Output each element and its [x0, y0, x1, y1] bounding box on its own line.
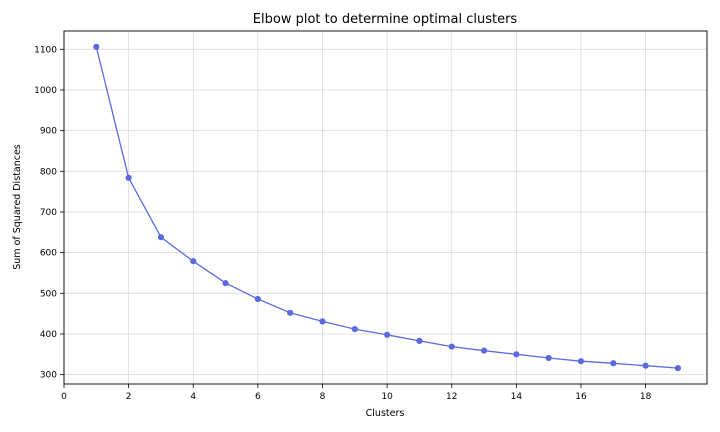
y-tick-label: 400 [40, 330, 57, 340]
data-point [577, 358, 585, 365]
plot-frame [63, 30, 708, 385]
y-axis-label: Sum of Squared Distances [12, 144, 23, 270]
data-point [545, 354, 552, 362]
data-point [384, 331, 391, 338]
data-point [287, 309, 294, 316]
data-point [222, 280, 229, 287]
x-tick-label: 8 [320, 392, 326, 402]
x-tick-label: 14 [511, 392, 523, 402]
x-axis-label: Clusters [366, 408, 405, 419]
chart-title: Elbow plot to determine optimal clusters [253, 12, 518, 27]
x-tick-label: 4 [190, 392, 196, 402]
y-tick-label: 1100 [34, 45, 57, 55]
data-point [642, 362, 649, 369]
y-tick-label: 600 [40, 249, 57, 259]
data-point [610, 360, 617, 367]
x-tick-label: 12 [446, 392, 457, 402]
data-point [190, 258, 197, 265]
x-tick-label: 0 [61, 392, 67, 402]
data-point [480, 347, 488, 354]
x-tick-label: 16 [575, 392, 587, 402]
data-point [674, 365, 682, 372]
y-tick-label: 300 [40, 371, 57, 381]
y-axis-ticks: 300 400 500 600 700 800 900 1000 1100 [34, 45, 64, 381]
data-point [93, 43, 100, 50]
data-point [513, 351, 520, 358]
x-tick-label: 2 [126, 392, 132, 402]
data-point [254, 295, 261, 303]
x-axis-ticks: 0 2 4 6 8 10 12 14 16 18 [61, 384, 652, 402]
y-tick-label: 900 [40, 127, 57, 137]
x-tick-label: 10 [381, 392, 393, 402]
y-tick-label: 1000 [34, 86, 57, 96]
data-point [448, 343, 455, 350]
data-point [351, 325, 358, 333]
data-point [157, 234, 165, 241]
y-tick-label: 700 [40, 208, 57, 218]
y-tick-label: 800 [40, 167, 57, 177]
data-points [93, 43, 682, 372]
grid [63, 31, 707, 384]
data-point [319, 318, 326, 325]
x-tick-label: 6 [255, 392, 261, 402]
x-tick-label: 18 [640, 392, 652, 402]
y-tick-label: 500 [40, 289, 57, 299]
data-point [416, 337, 423, 344]
data-point [125, 174, 132, 181]
